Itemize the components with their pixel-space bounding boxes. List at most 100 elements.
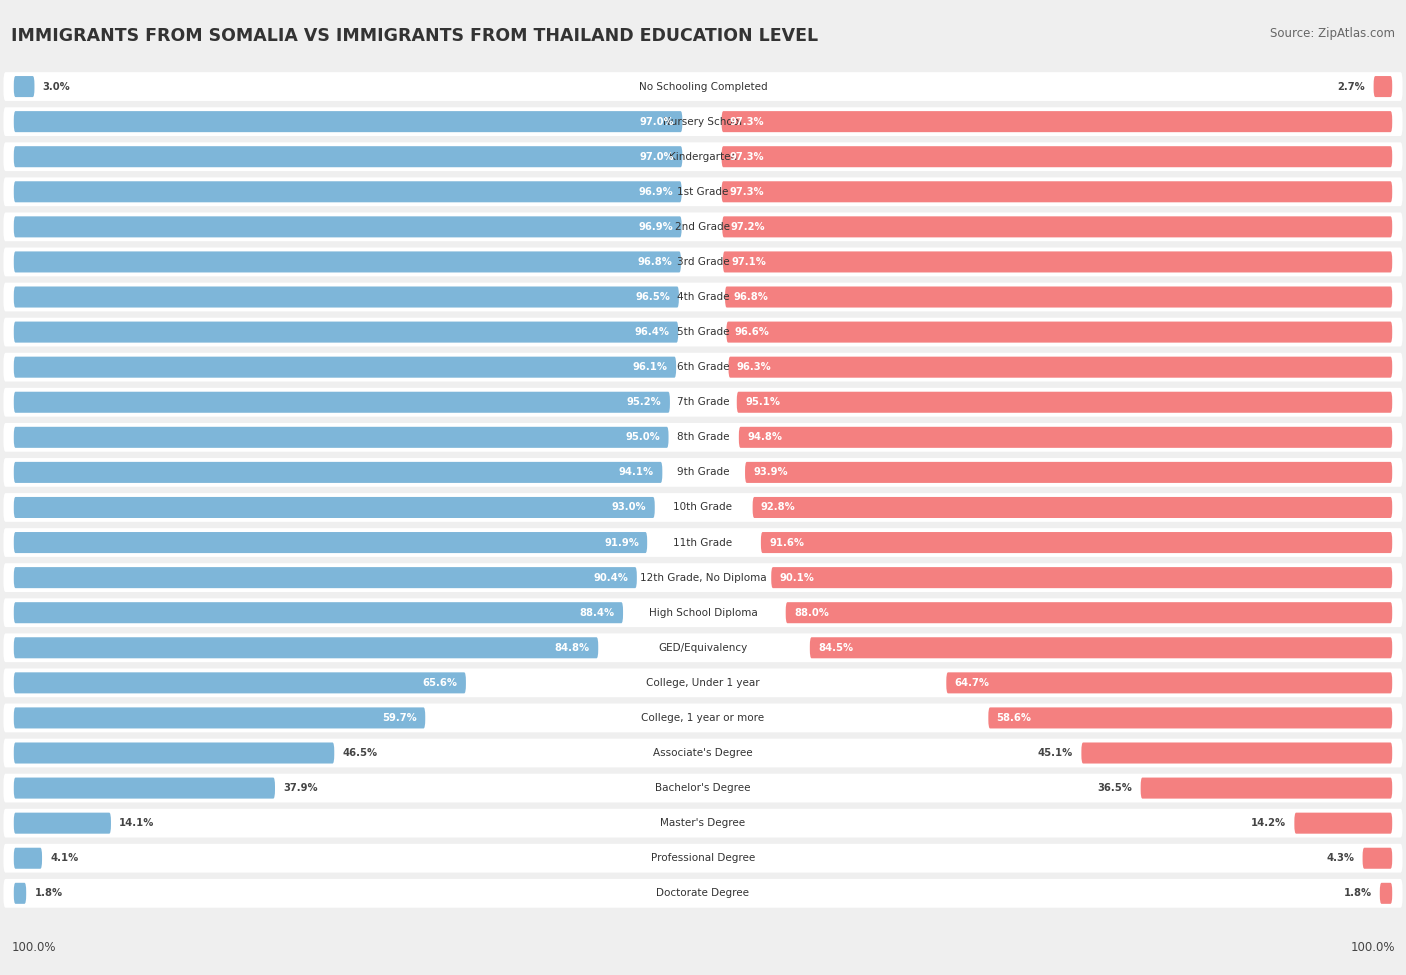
Text: 96.1%: 96.1%	[633, 362, 668, 372]
Text: 4.1%: 4.1%	[51, 853, 79, 863]
FancyBboxPatch shape	[1081, 743, 1392, 763]
FancyBboxPatch shape	[3, 493, 1403, 522]
FancyBboxPatch shape	[14, 462, 662, 483]
Text: GED/Equivalency: GED/Equivalency	[658, 643, 748, 653]
Text: 84.5%: 84.5%	[818, 643, 853, 653]
Text: 1st Grade: 1st Grade	[678, 187, 728, 197]
Text: 91.9%: 91.9%	[605, 537, 638, 548]
FancyBboxPatch shape	[3, 248, 1403, 276]
FancyBboxPatch shape	[14, 812, 111, 834]
Text: 14.2%: 14.2%	[1251, 818, 1286, 828]
FancyBboxPatch shape	[3, 353, 1403, 381]
Text: 97.3%: 97.3%	[730, 117, 765, 127]
Text: IMMIGRANTS FROM SOMALIA VS IMMIGRANTS FROM THAILAND EDUCATION LEVEL: IMMIGRANTS FROM SOMALIA VS IMMIGRANTS FR…	[11, 27, 818, 45]
Text: 10th Grade: 10th Grade	[673, 502, 733, 513]
FancyBboxPatch shape	[723, 252, 1392, 272]
FancyBboxPatch shape	[3, 318, 1403, 346]
FancyBboxPatch shape	[721, 146, 1392, 168]
Text: Source: ZipAtlas.com: Source: ZipAtlas.com	[1270, 27, 1395, 40]
FancyBboxPatch shape	[14, 497, 655, 518]
FancyBboxPatch shape	[14, 181, 682, 203]
Text: 5th Grade: 5th Grade	[676, 327, 730, 337]
Text: 100.0%: 100.0%	[11, 941, 56, 955]
FancyBboxPatch shape	[721, 111, 1392, 133]
Text: 96.6%: 96.6%	[735, 327, 769, 337]
FancyBboxPatch shape	[3, 423, 1403, 451]
FancyBboxPatch shape	[1379, 882, 1392, 904]
FancyBboxPatch shape	[988, 708, 1392, 728]
Text: Kindergarten: Kindergarten	[669, 152, 737, 162]
FancyBboxPatch shape	[14, 778, 276, 799]
FancyBboxPatch shape	[14, 322, 678, 342]
FancyBboxPatch shape	[1362, 847, 1392, 869]
FancyBboxPatch shape	[3, 564, 1403, 592]
Text: College, Under 1 year: College, Under 1 year	[647, 678, 759, 687]
FancyBboxPatch shape	[810, 638, 1392, 658]
Text: 14.1%: 14.1%	[120, 818, 155, 828]
Text: 90.1%: 90.1%	[779, 572, 814, 583]
Text: 96.4%: 96.4%	[636, 327, 669, 337]
Text: 96.9%: 96.9%	[638, 187, 673, 197]
Text: 97.1%: 97.1%	[731, 257, 766, 267]
Text: 37.9%: 37.9%	[283, 783, 318, 793]
FancyBboxPatch shape	[3, 72, 1403, 101]
FancyBboxPatch shape	[14, 287, 679, 307]
Text: College, 1 year or more: College, 1 year or more	[641, 713, 765, 722]
FancyBboxPatch shape	[786, 603, 1392, 623]
FancyBboxPatch shape	[728, 357, 1392, 377]
Text: 36.5%: 36.5%	[1098, 783, 1132, 793]
Text: Professional Degree: Professional Degree	[651, 853, 755, 863]
Text: 64.7%: 64.7%	[955, 678, 990, 687]
Text: 97.3%: 97.3%	[730, 187, 765, 197]
FancyBboxPatch shape	[725, 287, 1392, 307]
Text: 9th Grade: 9th Grade	[676, 467, 730, 478]
FancyBboxPatch shape	[14, 882, 27, 904]
Text: 7th Grade: 7th Grade	[676, 397, 730, 408]
FancyBboxPatch shape	[14, 603, 623, 623]
FancyBboxPatch shape	[14, 638, 598, 658]
Text: 96.8%: 96.8%	[734, 292, 768, 302]
FancyBboxPatch shape	[3, 739, 1403, 767]
FancyBboxPatch shape	[3, 388, 1403, 416]
Text: 97.0%: 97.0%	[640, 117, 673, 127]
Text: 3rd Grade: 3rd Grade	[676, 257, 730, 267]
FancyBboxPatch shape	[3, 809, 1403, 838]
Text: 94.8%: 94.8%	[747, 432, 782, 443]
Text: 65.6%: 65.6%	[423, 678, 457, 687]
FancyBboxPatch shape	[14, 708, 425, 728]
FancyBboxPatch shape	[772, 567, 1392, 588]
FancyBboxPatch shape	[727, 322, 1392, 342]
Text: 97.2%: 97.2%	[731, 222, 765, 232]
FancyBboxPatch shape	[14, 847, 42, 869]
FancyBboxPatch shape	[761, 532, 1392, 553]
FancyBboxPatch shape	[3, 878, 1403, 908]
Text: 3.0%: 3.0%	[42, 82, 70, 92]
FancyBboxPatch shape	[3, 704, 1403, 732]
Text: 4th Grade: 4th Grade	[676, 292, 730, 302]
Text: 8th Grade: 8th Grade	[676, 432, 730, 443]
FancyBboxPatch shape	[14, 532, 647, 553]
Text: Master's Degree: Master's Degree	[661, 818, 745, 828]
Text: 96.3%: 96.3%	[737, 362, 772, 372]
FancyBboxPatch shape	[946, 673, 1392, 693]
FancyBboxPatch shape	[3, 528, 1403, 557]
Text: 84.8%: 84.8%	[555, 643, 591, 653]
Text: 100.0%: 100.0%	[1350, 941, 1395, 955]
Text: 95.0%: 95.0%	[626, 432, 661, 443]
FancyBboxPatch shape	[3, 634, 1403, 662]
FancyBboxPatch shape	[14, 392, 669, 412]
Text: 2nd Grade: 2nd Grade	[675, 222, 731, 232]
FancyBboxPatch shape	[1295, 812, 1392, 834]
FancyBboxPatch shape	[14, 216, 682, 237]
Text: 93.0%: 93.0%	[612, 502, 647, 513]
Text: 90.4%: 90.4%	[593, 572, 628, 583]
Text: 58.6%: 58.6%	[997, 713, 1032, 722]
FancyBboxPatch shape	[14, 252, 681, 272]
FancyBboxPatch shape	[745, 462, 1392, 483]
FancyBboxPatch shape	[737, 392, 1392, 412]
FancyBboxPatch shape	[14, 357, 676, 377]
Text: 88.0%: 88.0%	[794, 607, 830, 618]
Text: 46.5%: 46.5%	[343, 748, 378, 758]
FancyBboxPatch shape	[1374, 76, 1392, 98]
Text: 6th Grade: 6th Grade	[676, 362, 730, 372]
